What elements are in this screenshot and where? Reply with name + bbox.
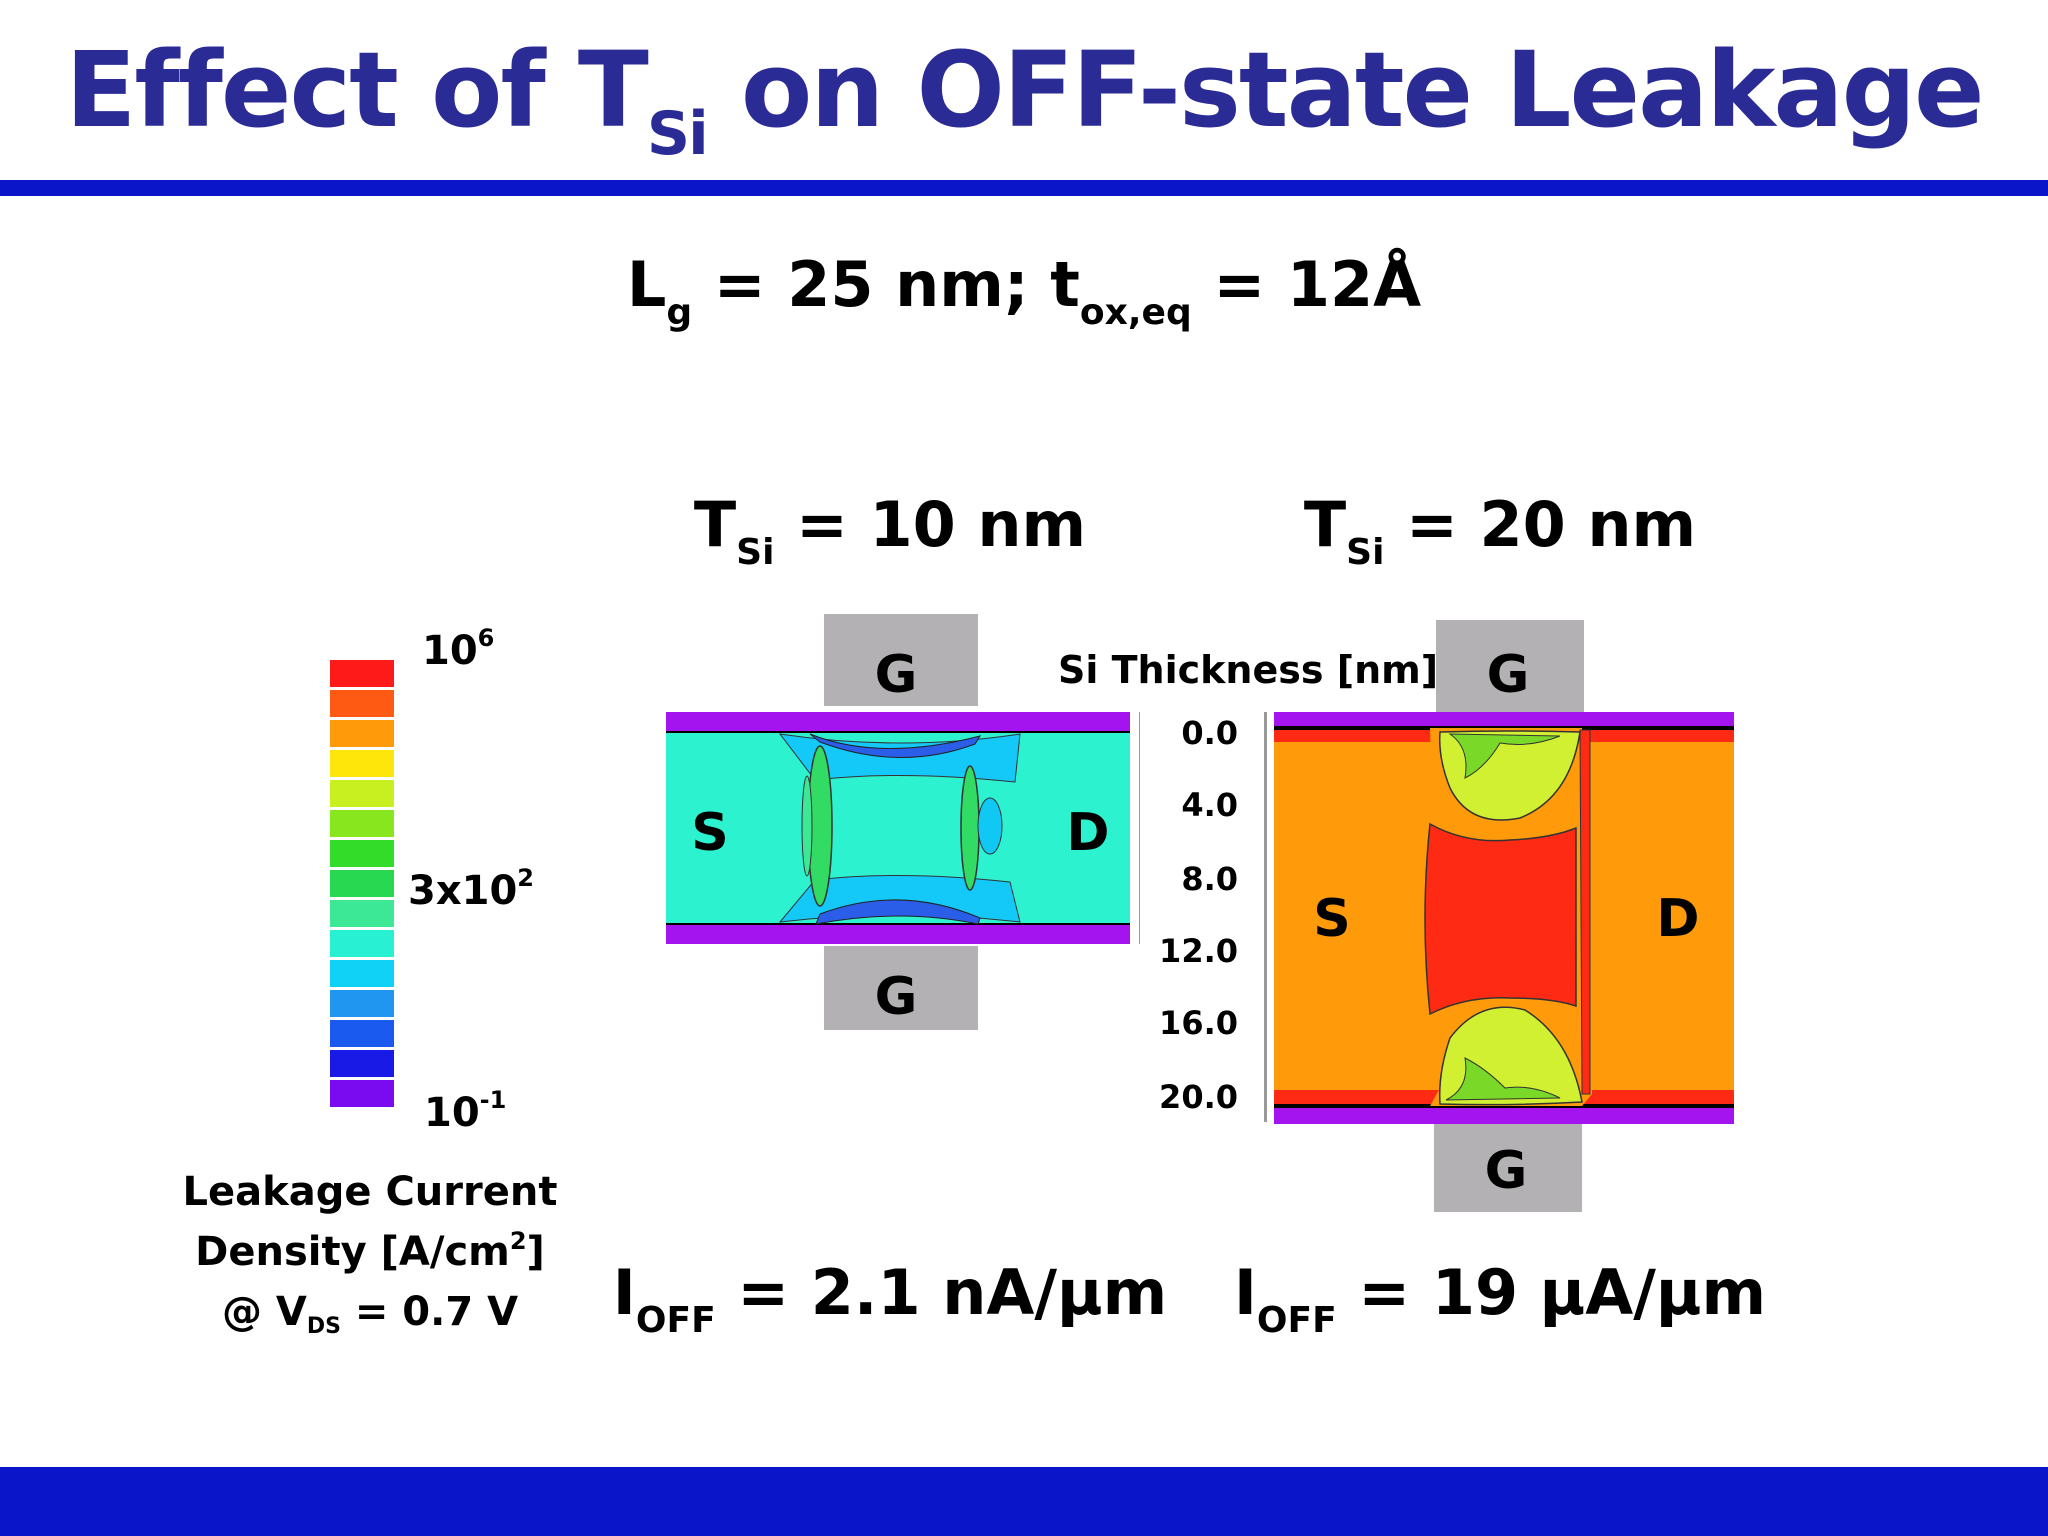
device-1-top-gate-label: G (875, 645, 918, 705)
color-scale-swatch (330, 990, 394, 1017)
color-scale-swatch (330, 1080, 394, 1107)
device-2-top-gate-label: G (1487, 645, 1530, 705)
color-scale-swatch (330, 780, 394, 807)
color-scale-swatch (330, 690, 394, 717)
legend-caption-line-3: @ VDS = 0.7 V (221, 1289, 519, 1339)
device-1-ioff: IOFF = 2.1 nA/μm (612, 1256, 1168, 1341)
device-2-top-oxide (1274, 712, 1734, 728)
color-scale-swatch (330, 900, 394, 927)
color-scale-swatch (330, 870, 394, 897)
device-2-ioff: IOFF = 19 μA/μm (1233, 1256, 1767, 1341)
device-2-top-gate (1436, 620, 1584, 712)
thickness-axis-line (1264, 712, 1267, 1122)
legend-mid-label: 3x102 (408, 864, 534, 914)
device-2-bottom-oxide (1274, 1106, 1734, 1124)
device-1-bottom-gate (824, 946, 978, 1030)
thickness-tick: 12.0 (1159, 932, 1238, 970)
device-1-contour-map: G G S D (666, 614, 1140, 1030)
color-scale-swatch (330, 810, 394, 837)
device-1-bottom-oxide (666, 924, 1130, 944)
device-2-drain-label: D (1656, 889, 1699, 949)
legend-caption-line-2: Density [A/cm2] (195, 1227, 545, 1275)
device-1-top-gate (824, 614, 978, 706)
device-2-tsi-label: TSi = 20 nm (1303, 488, 1697, 573)
device-1-drain-label: D (1066, 803, 1109, 863)
device-2-source-label: S (1313, 889, 1350, 949)
color-scale-bar (330, 660, 394, 1110)
legend-caption-line-1: Leakage Current (182, 1169, 558, 1215)
legend-min-label: 10-1 (424, 1086, 507, 1136)
conditions-line: Lg = 25 nm; tox,eq = 12Å (626, 248, 1422, 333)
legend-max-label: 106 (422, 624, 495, 674)
device-1-bottom-gate-label: G (875, 967, 918, 1027)
thickness-tick: 0.0 (1181, 714, 1238, 752)
device-2-bottom-gate-label: G (1485, 1141, 1528, 1201)
color-scale-swatch (330, 750, 394, 777)
device-1-top-oxide (666, 712, 1130, 732)
color-scale-swatch (330, 960, 394, 987)
color-scale-swatch (330, 1020, 394, 1047)
thickness-tick: 8.0 (1181, 860, 1238, 898)
device-1-source-label: S (691, 803, 728, 863)
thickness-axis-title: Si Thickness [nm] (1058, 648, 1439, 692)
device-1-tsi-label: TSi = 10 nm (693, 488, 1087, 573)
footer-bar (0, 1467, 2048, 1536)
device-2-bottom-gate (1434, 1124, 1582, 1212)
color-scale-swatch (330, 660, 394, 687)
thickness-tick: 4.0 (1181, 786, 1238, 824)
color-scale-swatch (330, 720, 394, 747)
page-title: Effect of TSi on OFF-state Leakage (65, 29, 1984, 169)
color-scale-swatch (330, 840, 394, 867)
color-scale-swatch (330, 1050, 394, 1077)
legend-caption: Leakage Current Density [A/cm2] @ VDS = … (160, 1162, 580, 1342)
thickness-tick: 16.0 (1159, 1004, 1238, 1042)
device-2-contour-map: S D G G (1274, 620, 1734, 1212)
title-rule (0, 180, 2048, 196)
thickness-tick: 20.0 (1159, 1078, 1238, 1116)
color-scale-swatch (330, 930, 394, 957)
